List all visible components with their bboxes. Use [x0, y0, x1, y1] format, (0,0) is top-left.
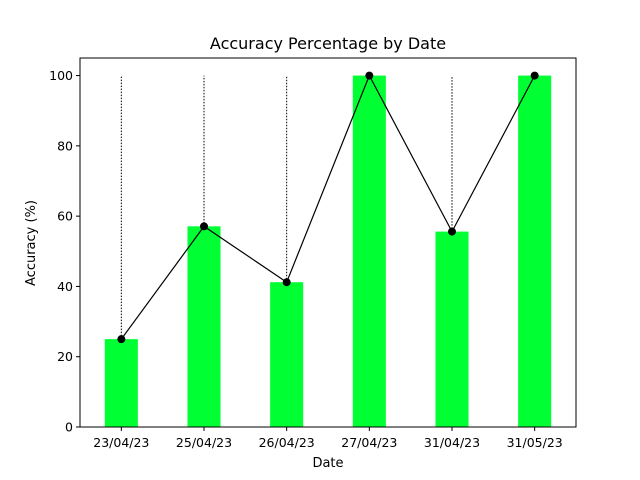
y-tick-label-4: 80 — [57, 138, 73, 153]
plot-area: 0 20 40 60 80 100 23/04/23 25/04/23 26/04/23 27/0… — [49, 57, 577, 450]
x-tick-label-5: 31/05/23 — [507, 435, 563, 450]
y-tick-label-3: 60 — [57, 209, 73, 224]
series-line — [120, 74, 536, 340]
y-tick-label-0: 0 — [65, 420, 73, 435]
bar-4 — [435, 231, 469, 427]
bar-1 — [187, 226, 221, 427]
bar-5 — [518, 75, 552, 428]
bar-2 — [270, 282, 304, 427]
bar-3 — [352, 75, 386, 428]
y-tick-label-5: 100 — [49, 68, 73, 83]
data-point-1 — [200, 222, 208, 231]
plot-frame — [79, 57, 577, 428]
x-tick-label-1: 25/04/23 — [176, 435, 232, 450]
x-tick-label-3: 27/04/23 — [341, 435, 397, 450]
x-tick-label-2: 26/04/23 — [259, 435, 315, 450]
x-tick-label-4: 31/04/23 — [424, 435, 480, 450]
data-point-0 — [117, 335, 126, 344]
chart-title: Accuracy Percentage by Date — [210, 34, 446, 53]
data-point-4 — [448, 227, 456, 236]
x-tick-label-0: 23/04/23 — [93, 435, 149, 450]
y-tick-label-1: 20 — [57, 349, 73, 364]
y-tick-label-2: 40 — [57, 279, 73, 294]
y-axis-label: Accuracy (%) — [24, 200, 39, 286]
data-point-3 — [365, 71, 374, 80]
bar-0 — [104, 339, 138, 427]
data-point-5 — [530, 71, 539, 80]
data-point-2 — [282, 278, 291, 287]
x-axis-label: Date — [312, 456, 343, 471]
